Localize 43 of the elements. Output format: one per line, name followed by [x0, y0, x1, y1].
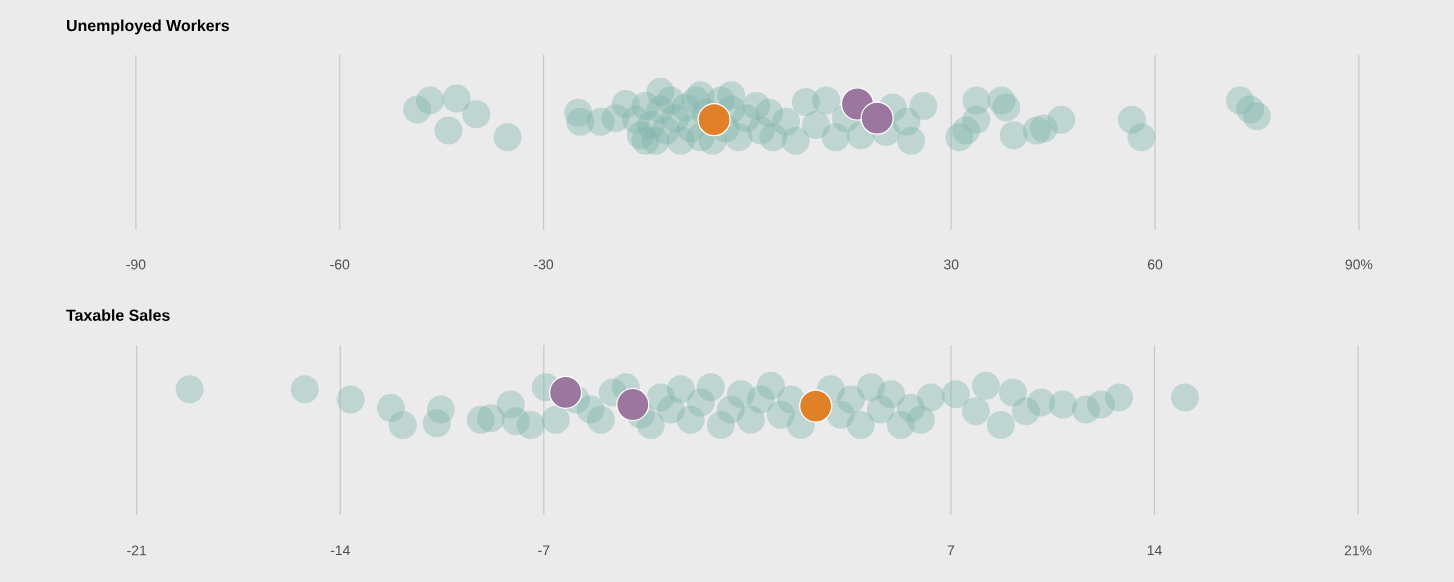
x-tick-label: -7 — [538, 545, 550, 556]
point — [986, 410, 1015, 439]
point — [636, 410, 665, 439]
x-tick-label: 7 — [947, 545, 955, 556]
point — [696, 373, 725, 402]
x-tick-label: -90 — [126, 259, 146, 270]
point — [336, 385, 365, 414]
point — [846, 410, 875, 439]
x-tick-label: -30 — [534, 259, 554, 270]
point — [961, 397, 990, 426]
point — [756, 371, 785, 400]
point — [1105, 383, 1133, 412]
point — [516, 410, 545, 439]
point — [666, 375, 695, 404]
point — [998, 378, 1027, 407]
x-tick-label: 30 — [943, 259, 959, 270]
x-tick-label: 14 — [1147, 545, 1162, 556]
point — [290, 375, 319, 404]
point — [799, 389, 833, 423]
point — [616, 387, 650, 422]
point — [422, 409, 451, 438]
point — [1048, 390, 1077, 419]
point — [541, 405, 570, 434]
point — [836, 385, 865, 414]
point — [877, 380, 906, 409]
point — [941, 380, 970, 409]
x-tick-label: 90% — [1345, 259, 1373, 270]
chart-title: Taxable Sales — [66, 309, 170, 321]
x-tick-label: -60 — [330, 259, 350, 270]
point — [1171, 383, 1200, 412]
point — [388, 410, 417, 439]
point — [906, 405, 935, 434]
x-tick-label: -14 — [330, 545, 350, 556]
point — [916, 383, 945, 412]
x-tick-label: 60 — [1148, 259, 1163, 270]
point — [971, 371, 1000, 400]
chart-title: Unemployed Workers — [67, 19, 229, 35]
x-tick-label: -21 — [127, 545, 147, 556]
point — [175, 375, 204, 404]
x-tick-label: 21% — [1344, 545, 1372, 556]
point — [736, 405, 765, 434]
point — [549, 375, 583, 409]
point — [586, 405, 615, 434]
